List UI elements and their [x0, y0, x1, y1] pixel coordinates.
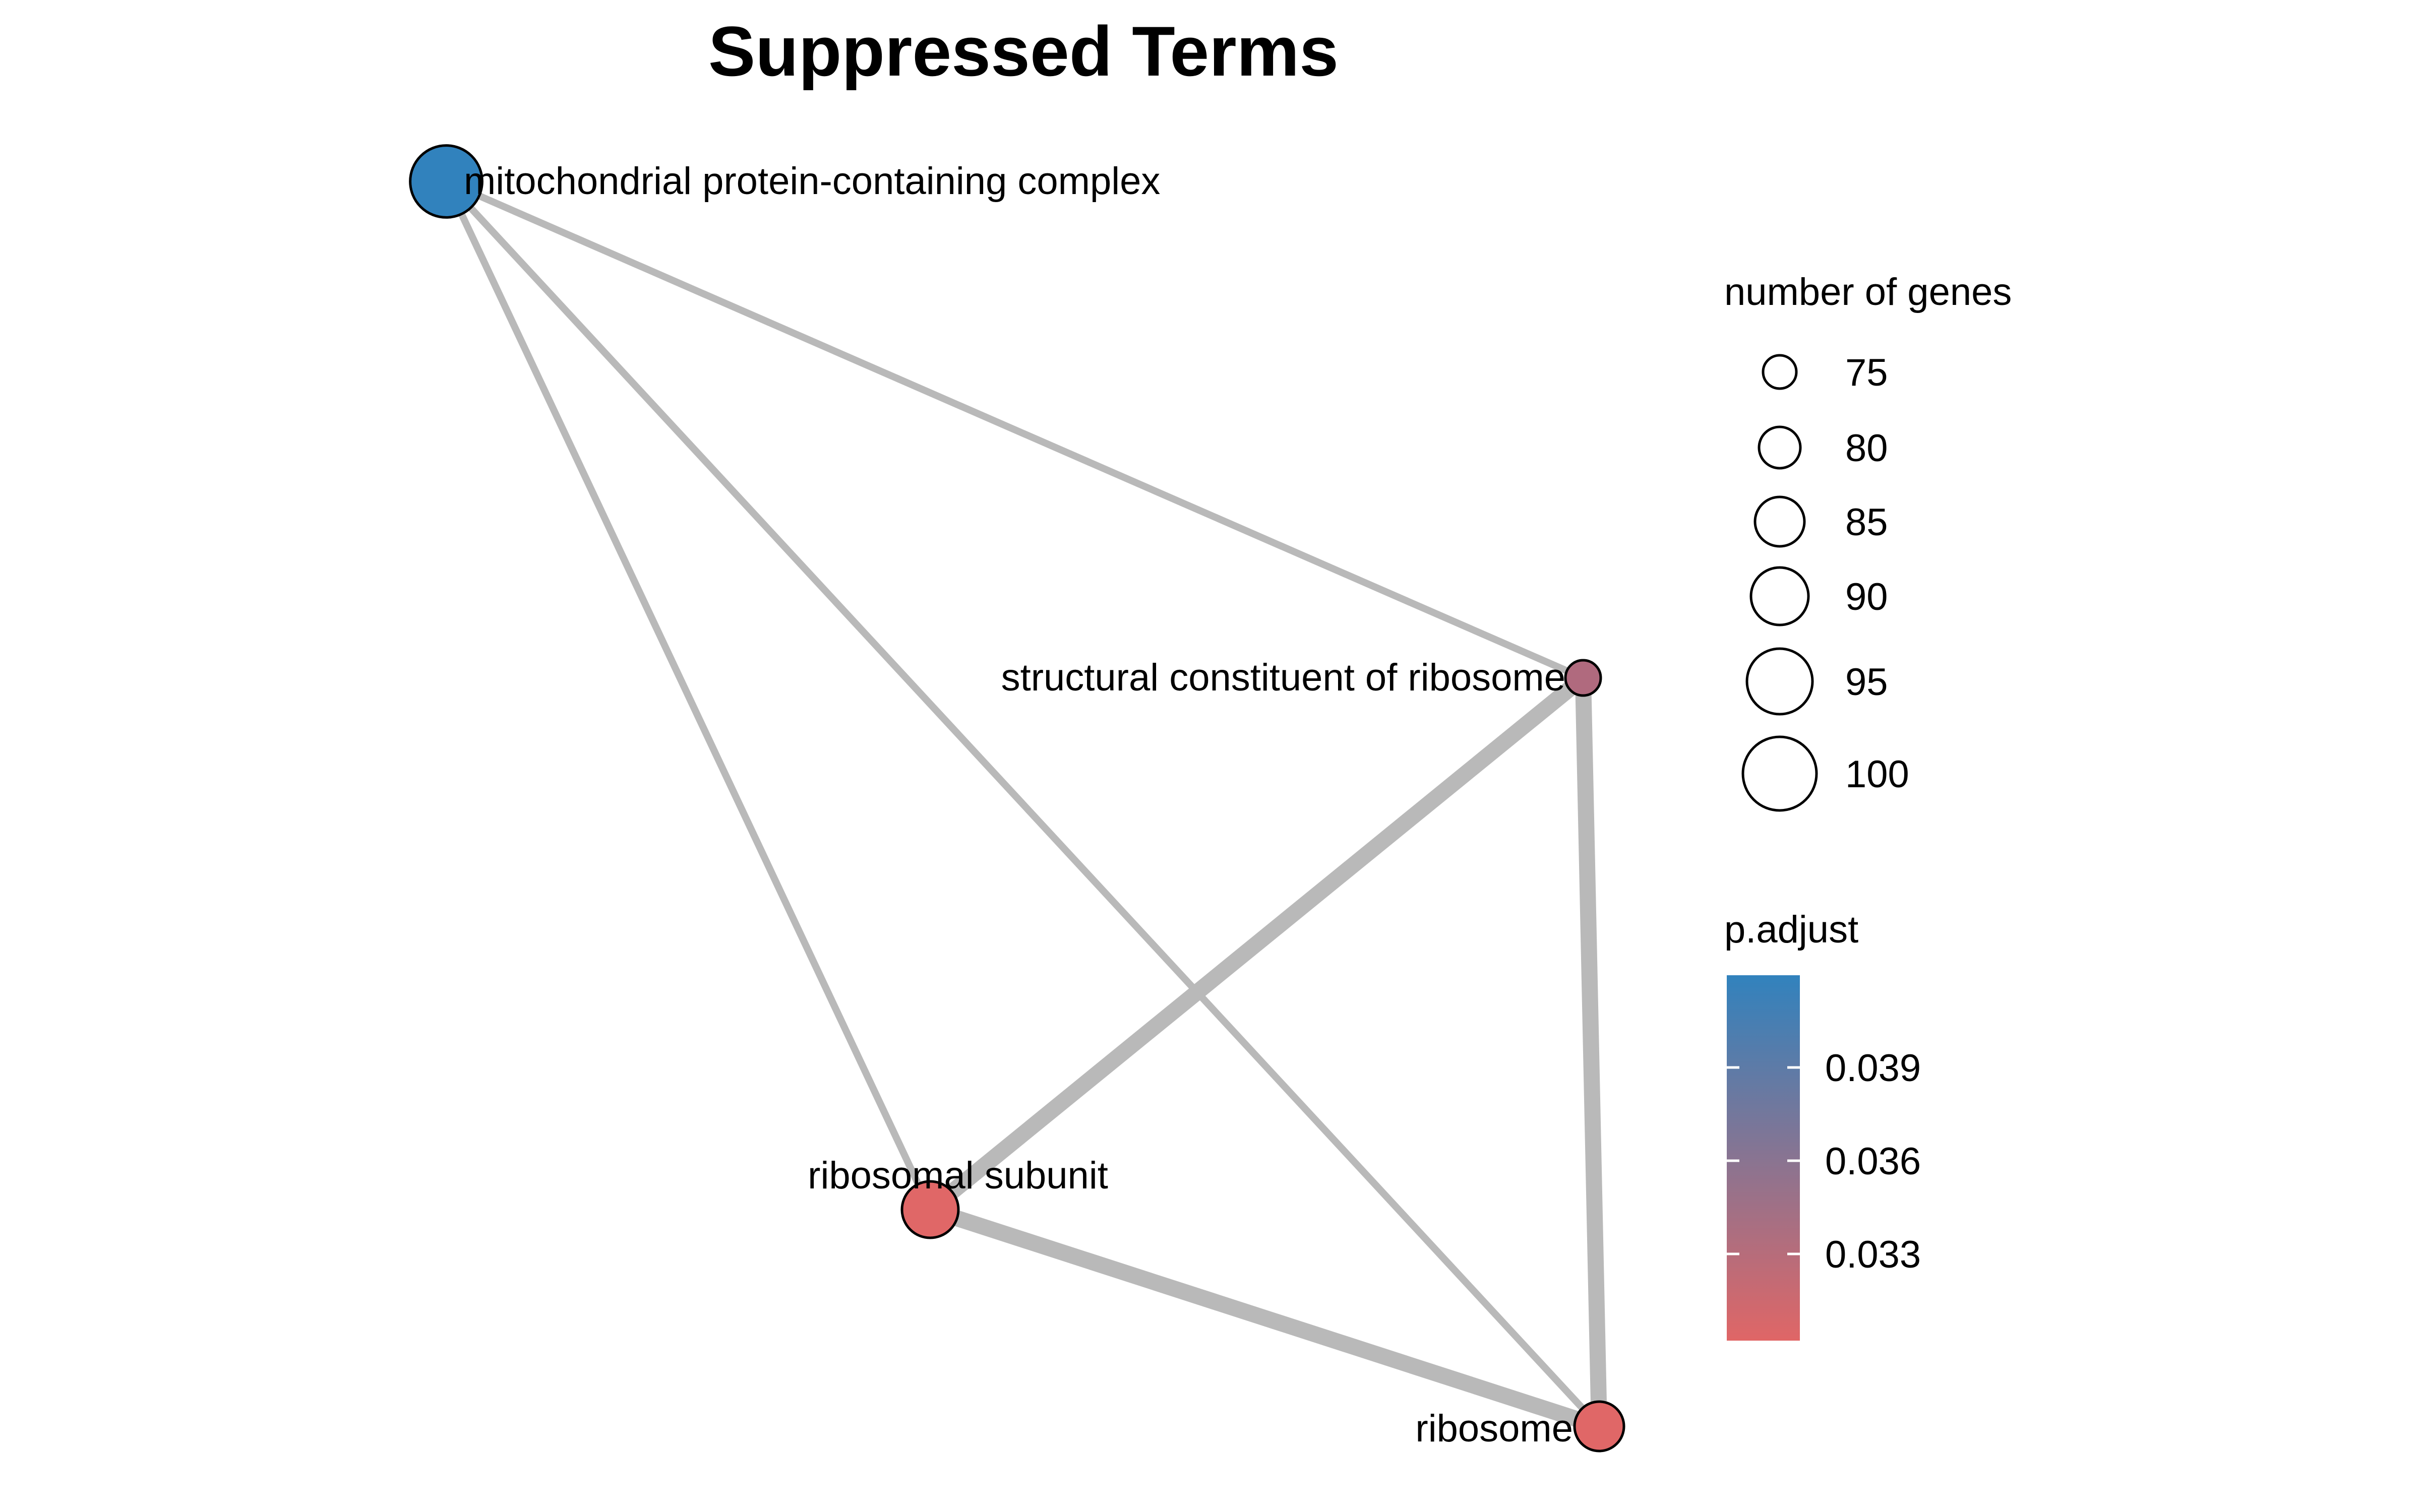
edge-subunit-ribosome: [928, 1202, 1602, 1434]
node-subunit[interactable]: [900, 1180, 960, 1239]
edge-mito-subunit: [443, 180, 934, 1211]
node-ribosome[interactable]: [1573, 1400, 1625, 1453]
size-legend-circle-75: [1762, 354, 1798, 390]
size-legend-circle-95: [1745, 647, 1814, 716]
size-legend-title: number of genes: [1724, 271, 2012, 313]
color-tick-label-1: 0.036: [1825, 1140, 1921, 1183]
size-legend-label-85: 85: [1845, 501, 1888, 544]
size-legend-label-95: 95: [1845, 661, 1888, 704]
size-legend-label-100: 100: [1845, 753, 1909, 796]
node-label-subunit: ribosomal subunit: [808, 1154, 1108, 1197]
edge-mito-ribosome: [443, 179, 1602, 1429]
color-tick-label-2: 0.033: [1825, 1233, 1921, 1276]
size-legend-label-80: 80: [1845, 427, 1888, 470]
edge-struct-ribosome: [1575, 677, 1607, 1427]
node-label-ribosome: ribosome: [1415, 1407, 1573, 1450]
color-legend: p.adjust 0.039 0.036 0.033: [1724, 908, 1921, 1341]
size-legend: number of genes 75 80 85 90 95 100: [1724, 271, 2012, 812]
size-legend-circle-85: [1753, 495, 1806, 548]
size-legend-circle-90: [1749, 566, 1810, 626]
color-tick-label-0: 0.039: [1825, 1047, 1921, 1090]
edge-struct-subunit: [925, 671, 1589, 1216]
size-legend-circle-100: [1741, 735, 1818, 812]
size-legend-label-75: 75: [1845, 351, 1888, 394]
node-label-mito: mitochondrial protein-containing complex: [464, 160, 1160, 203]
labels-layer: mitochondrial protein-containing complex…: [464, 160, 1573, 1450]
size-legend-label-90: 90: [1845, 576, 1888, 618]
color-legend-ticks: 0.039 0.036 0.033: [1727, 1047, 1921, 1276]
node-struct[interactable]: [1564, 659, 1602, 697]
edge-mito-struct: [445, 178, 1585, 681]
nodes-layer: [409, 144, 1625, 1453]
color-scale-bar: [1727, 975, 1800, 1341]
color-legend-title: p.adjust: [1724, 908, 1858, 951]
node-label-struct: structural constituent of ribosome: [1001, 656, 1565, 699]
diagram-title: Suppressed Terms: [708, 12, 1339, 91]
edges-layer: [443, 178, 1607, 1434]
size-legend-items: 75 80 85 90 95 100: [1741, 351, 1909, 812]
node-mito[interactable]: [409, 144, 483, 219]
size-legend-circle-80: [1758, 425, 1802, 470]
